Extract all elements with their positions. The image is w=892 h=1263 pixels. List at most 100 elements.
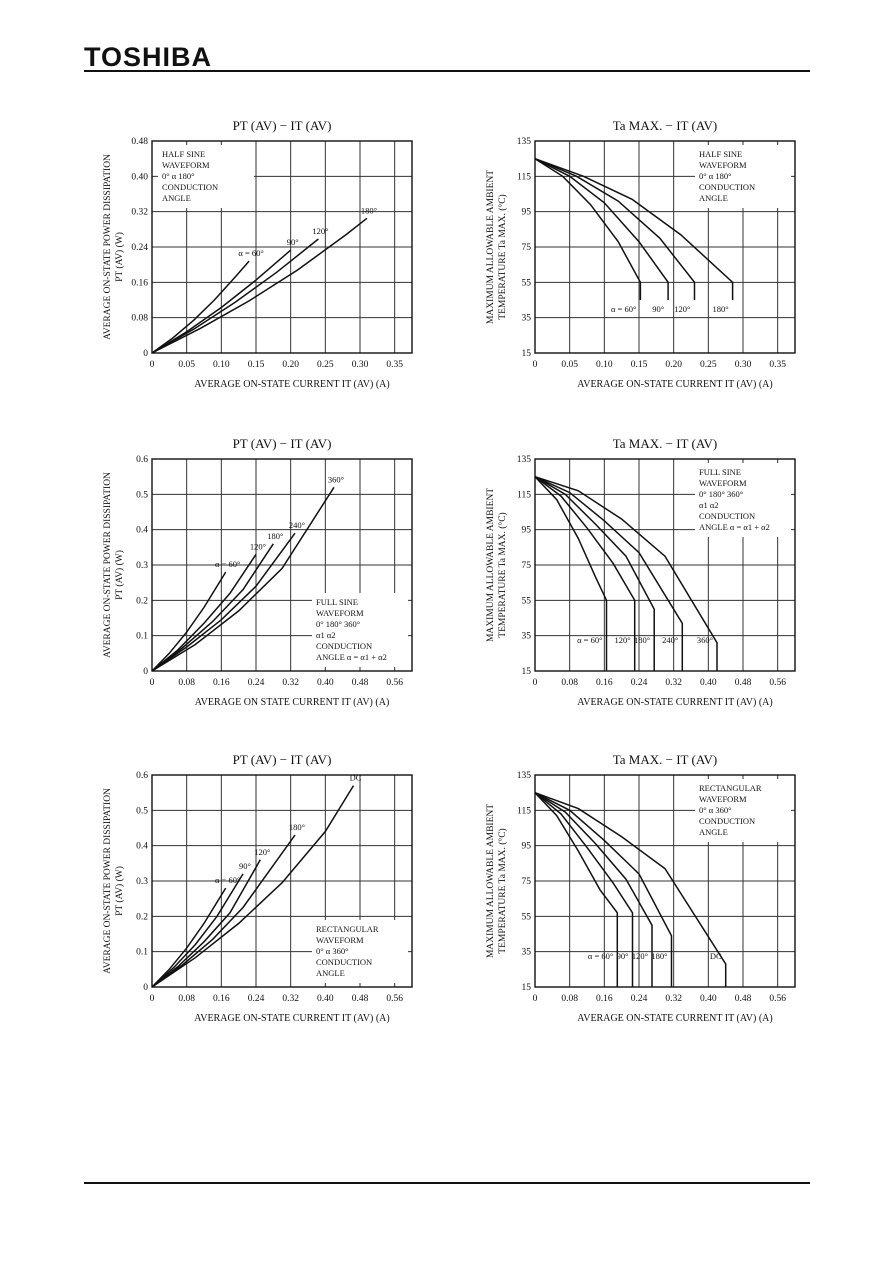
series-label: 180° xyxy=(289,822,305,832)
annotation-line: α1 α2 xyxy=(699,500,719,510)
annotation-line: 0° 180° 360° xyxy=(699,489,743,499)
chart-title: Ta MAX. − IT (AV) xyxy=(613,752,718,767)
x-tick-label: 0.32 xyxy=(665,994,682,1004)
y-tick-label: 75 xyxy=(522,561,532,571)
annotation-line: 0° 180° 360° xyxy=(316,619,360,629)
annotation-line: HALF SINE xyxy=(699,149,742,159)
x-tick-label: 0.48 xyxy=(735,678,752,688)
x-tick-label: 0 xyxy=(150,360,155,370)
x-tick-label: 0.05 xyxy=(178,360,195,370)
series-label: 120° xyxy=(674,304,690,314)
annotation-line: CONDUCTION xyxy=(699,182,755,192)
x-tick-label: 0 xyxy=(150,994,155,1004)
x-tick-label: 0.15 xyxy=(248,360,265,370)
series-label: 180° xyxy=(361,205,377,215)
x-tick-label: 0.08 xyxy=(561,994,578,1004)
series-label: 120° xyxy=(254,847,270,857)
y-tick-label: 115 xyxy=(517,806,531,816)
series-line xyxy=(151,887,227,988)
y-tick-label: 135 xyxy=(517,455,532,465)
plot-frame xyxy=(151,774,413,988)
annotation-line: FULL SINE xyxy=(316,597,358,607)
x-tick-label: 0.16 xyxy=(596,678,613,688)
annotation-line: 0° α 180° xyxy=(699,171,732,181)
annotation-bg xyxy=(695,463,791,537)
x-tick-label: 0.25 xyxy=(700,360,717,370)
x-tick-label: 0.32 xyxy=(282,678,299,688)
annotation-line: α1 α2 xyxy=(316,630,336,640)
chart-title: PT (AV) − IT (AV) xyxy=(233,752,332,767)
y-tick-label: 115 xyxy=(517,490,531,500)
annotation-bg xyxy=(158,145,254,208)
annotation-line: WAVEFORM xyxy=(162,160,210,170)
series-label: 180° xyxy=(651,951,667,961)
x-tick-label: 0.56 xyxy=(769,994,786,1004)
header-divider xyxy=(84,70,810,72)
annotation-line: WAVEFORM xyxy=(699,160,747,170)
series-line xyxy=(534,792,653,987)
y-tick-label: 135 xyxy=(517,771,532,781)
y-tick-label: 0.48 xyxy=(131,137,148,147)
x-tick-label: 0.40 xyxy=(317,678,334,688)
annotation-line: 0° α 360° xyxy=(699,805,732,815)
annotation-line: CONDUCTION xyxy=(699,511,755,521)
x-tick-label: 0.30 xyxy=(735,360,752,370)
y-tick-label: 35 xyxy=(522,948,532,958)
series-line xyxy=(151,571,227,672)
x-tick-label: 0 xyxy=(533,678,538,688)
annotation-bg xyxy=(312,593,408,667)
series-line xyxy=(534,158,669,300)
plot-frame xyxy=(151,458,413,672)
chart-ta-fullsine: Ta MAX. − IT (AV) 0 0.08 0.16 0.24 0.32 0.40 0.… xyxy=(486,436,796,708)
series-label: 90° xyxy=(617,951,629,961)
y-axis-label: AVERAGE ON-STATE POWER DISSIPATION xyxy=(103,472,113,658)
series-line xyxy=(151,543,274,672)
annotation-line: WAVEFORM xyxy=(699,794,747,804)
y-tick-label: 55 xyxy=(522,278,532,288)
plot-frame xyxy=(534,140,796,354)
series-line xyxy=(151,785,355,988)
series-label: 120° xyxy=(312,226,328,236)
chart-title: PT (AV) − IT (AV) xyxy=(233,436,332,451)
y-tick-label: 115 xyxy=(517,172,531,182)
series-line xyxy=(534,476,636,671)
y-tick-label: 0.2 xyxy=(136,912,148,922)
y-tick-label: 0 xyxy=(143,667,148,677)
annotation-line: 0° α 180° xyxy=(162,171,195,181)
series-line xyxy=(534,792,634,987)
y-tick-label: 0.5 xyxy=(136,490,148,500)
series-line xyxy=(151,532,296,672)
series-line xyxy=(151,486,335,672)
plot-frame xyxy=(534,774,796,988)
x-tick-label: 0.56 xyxy=(386,678,403,688)
series-line xyxy=(534,476,684,671)
annotation-bg xyxy=(312,920,408,983)
x-tick-label: 0.32 xyxy=(665,678,682,688)
series-label: 180° xyxy=(267,531,283,541)
annotation-line: FULL SINE xyxy=(699,467,741,477)
y-tick-label: 15 xyxy=(522,983,532,993)
y-tick-label: 35 xyxy=(522,632,532,642)
y-axis-label: MAXIMUM ALLOWABLE AMBIENT xyxy=(486,804,496,958)
y-tick-label: 75 xyxy=(522,877,532,887)
series-label: α = 60° xyxy=(215,559,240,569)
chart-ta-rectangular: Ta MAX. − IT (AV) 0 0.08 0.16 0.24 0.32 0.40 0.… xyxy=(486,752,796,1024)
annotation-line: CONDUCTION xyxy=(699,816,755,826)
annotation-line: CONDUCTION xyxy=(316,641,372,651)
y-tick-label: 0.5 xyxy=(136,806,148,816)
x-tick-label: 0 xyxy=(533,360,538,370)
x-tick-label: 0.48 xyxy=(735,994,752,1004)
annotation-line: ANGLE xyxy=(699,193,728,203)
annotation-bg xyxy=(695,779,791,842)
series-label: 360° xyxy=(328,474,344,484)
x-tick-label: 0.56 xyxy=(769,678,786,688)
annotation-line: RECTANGULAR xyxy=(316,924,379,934)
x-tick-label: 0.20 xyxy=(665,360,682,370)
x-tick-label: 0.24 xyxy=(631,678,648,688)
chart-pt-halfsine: PT (AV) − IT (AV) 0 0.05 0.10 0.15 0.20 0.25 0.… xyxy=(103,118,413,390)
annotation-line: ANGLE xyxy=(162,193,191,203)
